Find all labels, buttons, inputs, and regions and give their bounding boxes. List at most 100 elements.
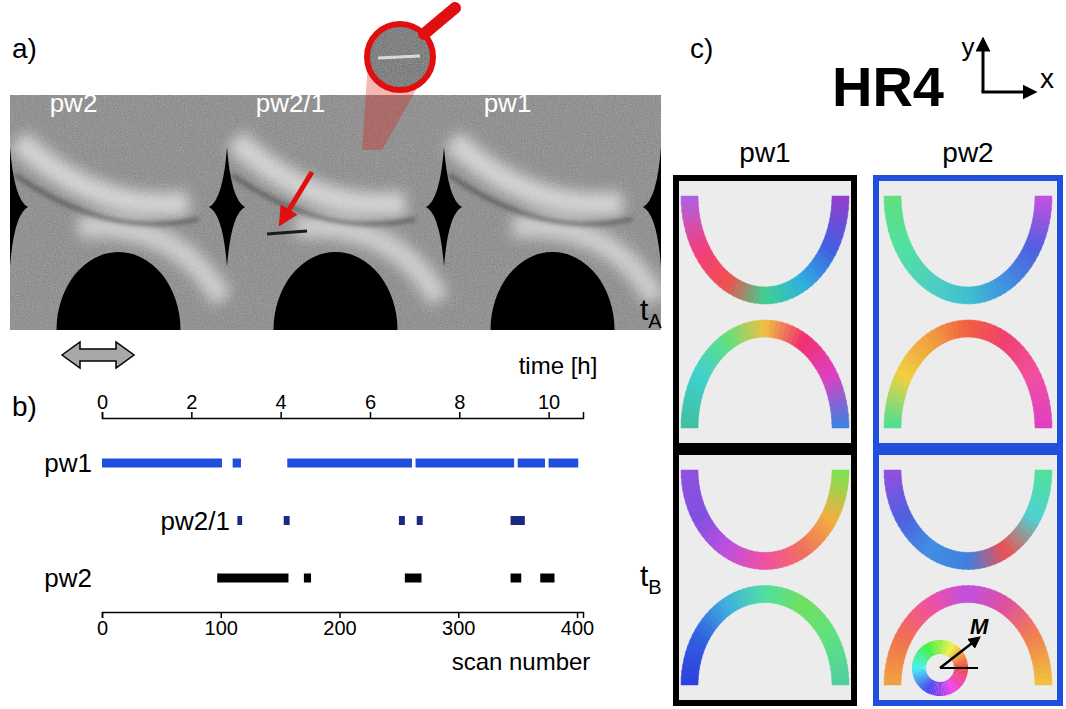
tick: 2 xyxy=(186,391,197,418)
axis-arrow xyxy=(982,44,985,92)
segment xyxy=(549,459,579,468)
segment xyxy=(540,574,554,583)
segment xyxy=(405,574,422,583)
gap xyxy=(10,147,28,267)
micrograph-base xyxy=(10,95,661,330)
tick: 4 xyxy=(276,391,287,418)
segment xyxy=(417,516,423,525)
segment xyxy=(284,516,290,525)
axis-title: scan number xyxy=(452,648,591,675)
segment xyxy=(304,574,311,583)
segment xyxy=(233,459,241,468)
wheel-segment xyxy=(934,640,938,654)
row-label: pw2/1 xyxy=(161,506,230,536)
axis: 0 2 4 6 8 10 xyxy=(97,391,584,419)
zoom-defect xyxy=(378,56,420,58)
magnetization-segment xyxy=(832,470,849,477)
magnetization-arrow xyxy=(940,640,976,668)
row-label-subscript: B xyxy=(648,576,661,598)
magnifier-handle xyxy=(424,8,455,34)
segment xyxy=(518,459,545,468)
wheel-segment xyxy=(954,663,968,666)
scan-direction-icon xyxy=(62,342,134,368)
title: HR4 xyxy=(832,55,944,118)
column-label: pw2 xyxy=(942,137,993,168)
tick-label: 0 xyxy=(97,617,108,639)
row-label-subscript: A xyxy=(648,310,662,332)
contrast-band xyxy=(15,175,199,224)
tick: 0 xyxy=(97,612,108,639)
contrast-band xyxy=(449,175,633,224)
cell xyxy=(676,452,854,703)
micrograph xyxy=(10,95,661,330)
plot-area xyxy=(102,459,578,583)
tick-label: 100 xyxy=(205,617,238,639)
magnetization-segment xyxy=(1035,470,1052,477)
axis-line xyxy=(103,412,584,419)
reference-line xyxy=(940,667,978,669)
tile-label: pw2/1 xyxy=(256,88,325,118)
tick-label: 400 xyxy=(561,617,594,639)
tick-label: 0 xyxy=(97,391,108,413)
segment xyxy=(511,574,522,583)
tick: 6 xyxy=(365,391,376,418)
tick-label: 6 xyxy=(365,391,376,413)
axis: 0 100 200 300 400 xyxy=(97,612,594,639)
tick-label: 200 xyxy=(323,617,356,639)
wheel-segment xyxy=(912,670,926,674)
magnetization-segment xyxy=(832,196,849,203)
hole xyxy=(274,252,398,330)
tick: 8 xyxy=(454,391,465,418)
tile-label: pw1 xyxy=(484,88,532,118)
row-label: tA xyxy=(640,293,662,332)
tick-label: 10 xyxy=(538,391,560,413)
gap xyxy=(209,147,245,267)
tick: 10 xyxy=(538,391,560,418)
tick: 0 xyxy=(97,391,108,418)
hole xyxy=(491,252,615,330)
figure: pw2 pw2/1 pw1 a) 0 100 200 300 400 0 2 4 6 8 10 pw1 pw2/… xyxy=(0,0,1066,709)
magnetization-segment xyxy=(1035,421,1052,428)
cell xyxy=(876,452,1060,703)
tick: 300 xyxy=(442,612,475,639)
tick-label: 300 xyxy=(442,617,475,639)
panel-label: c) xyxy=(690,33,713,64)
gap xyxy=(643,147,661,267)
cell-frame xyxy=(676,178,854,446)
tick: 200 xyxy=(323,612,356,639)
cell-frame xyxy=(676,452,854,703)
column-label: pw1 xyxy=(739,137,790,168)
segment xyxy=(511,516,525,525)
axis-title: time [h] xyxy=(519,352,598,379)
wheel-label: M xyxy=(970,614,989,639)
row-label: pw1 xyxy=(44,448,92,478)
panel-label: b) xyxy=(12,391,37,422)
wheel-segment xyxy=(912,669,926,672)
cell-frame xyxy=(876,452,1060,703)
micrograph-noise xyxy=(10,95,661,330)
segment xyxy=(287,459,412,468)
cell xyxy=(676,178,854,446)
magnetization-segment xyxy=(1035,678,1052,685)
contrast-band xyxy=(232,175,416,224)
wheel-segment xyxy=(940,682,942,696)
axis-arrow xyxy=(982,91,1031,94)
tick: 100 xyxy=(205,612,238,639)
segment xyxy=(399,516,405,525)
magnetization-segment xyxy=(1035,196,1052,203)
wheel-segment xyxy=(938,640,940,654)
tick: 400 xyxy=(561,612,594,639)
defect xyxy=(267,231,307,234)
panel-label: a) xyxy=(12,33,37,64)
tick-label: 8 xyxy=(454,391,465,413)
cell-frame xyxy=(876,178,1060,446)
cell xyxy=(876,178,1060,446)
row-label: tB xyxy=(640,559,662,598)
segment xyxy=(416,459,515,468)
hole xyxy=(57,252,181,330)
magnetization-segment xyxy=(832,421,849,428)
wheel-segment xyxy=(954,661,968,665)
arrow xyxy=(284,172,312,218)
segment xyxy=(237,516,242,525)
segment xyxy=(102,459,222,468)
